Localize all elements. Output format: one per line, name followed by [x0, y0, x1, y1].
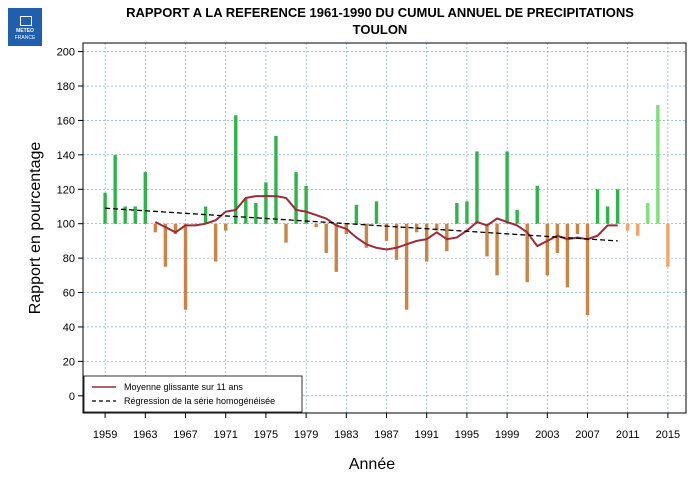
y-tick-label: 100	[57, 219, 75, 231]
bar-1962	[133, 206, 137, 224]
bar-2010	[615, 189, 620, 224]
bar-2007	[585, 223, 590, 315]
bar-1987	[384, 223, 389, 241]
bar-1970	[213, 223, 218, 262]
x-axis: 1959 1963 1967 1971 1975 1979 1983 1987 1991 1995…	[93, 413, 680, 441]
y-tick-label: 160	[57, 115, 75, 127]
bar-1993	[445, 223, 449, 252]
bar-2002	[535, 185, 539, 224]
y-tick-label: 0	[69, 391, 75, 403]
y-tick-label: 60	[63, 288, 75, 300]
gridlines	[83, 43, 686, 413]
bar-2013	[646, 203, 650, 224]
bar-2003	[545, 223, 550, 276]
bar-1982	[334, 223, 338, 272]
bar-1974	[254, 203, 258, 224]
bar-1985	[364, 223, 369, 248]
x-tick-label: 1987	[374, 429, 398, 441]
x-tick-label: 1979	[294, 429, 318, 441]
bar-1968	[193, 223, 198, 225]
regression-line	[105, 207, 618, 242]
bar-1978	[294, 172, 298, 224]
y-tick-label: 20	[63, 356, 75, 368]
trend-lines	[105, 195, 618, 251]
bar-1967	[183, 223, 188, 310]
x-tick-label: 2011	[616, 429, 640, 441]
bar-2000	[515, 209, 519, 224]
x-tick-label: 1995	[455, 429, 479, 441]
y-tick-label: 140	[57, 150, 75, 162]
x-axis-label: Année	[349, 456, 395, 473]
x-tick-label: 1959	[93, 429, 117, 441]
y-tick-label: 180	[57, 81, 75, 93]
bar-2009	[605, 206, 610, 224]
bar-2012	[636, 223, 640, 236]
bar-2006	[575, 223, 580, 235]
plot-frame	[82, 42, 687, 414]
bar-2005	[565, 223, 570, 288]
x-tick-label: 1967	[173, 429, 197, 441]
bar-1961	[123, 206, 127, 224]
y-tick-label: 120	[57, 184, 75, 196]
meteo-france-logo: METEO FRANCE	[8, 8, 42, 46]
x-tick-label: 2003	[535, 429, 559, 441]
legend-moving-average-label: Moyenne glissante sur 11 ans	[124, 382, 243, 392]
moving-average-line	[154, 195, 618, 251]
bar-1998	[495, 223, 499, 276]
bar-1984	[354, 204, 359, 224]
chart-subtitle: TOULON	[353, 22, 408, 37]
bar-2011	[626, 223, 630, 231]
legend: Moyenne glissante sur 11 ans Régression …	[83, 375, 303, 413]
bar-1988	[394, 223, 399, 260]
y-tick-label: 80	[63, 253, 75, 265]
bar-1989	[404, 223, 409, 310]
bar-1977	[284, 223, 288, 243]
bar-2008	[595, 189, 600, 224]
bar-1979	[304, 185, 308, 224]
bar-1960	[113, 154, 117, 224]
bar-1980	[314, 223, 318, 228]
bar-1965	[163, 223, 168, 267]
bar-1975	[264, 182, 268, 224]
bar-1999	[505, 151, 509, 224]
bar-2004	[555, 223, 560, 253]
bar-1991	[425, 223, 429, 262]
bar-1995	[465, 201, 469, 224]
x-tick-label: 1963	[133, 429, 157, 441]
y-tick-label: 200	[57, 47, 75, 59]
chart-title: RAPPORT A LA REFERENCE 1961-1990 DU CUMU…	[126, 5, 634, 20]
bar-1963	[143, 172, 148, 224]
x-tick-label: 1975	[254, 429, 278, 441]
bar-1981	[324, 223, 328, 253]
logo-line1: METEO	[16, 28, 34, 34]
x-tick-label: 1971	[213, 429, 237, 441]
logo-mark-icon	[20, 16, 32, 26]
y-axis-label: Rapport en pourcentage	[27, 142, 44, 315]
bar-1964	[153, 223, 158, 233]
bar-2001	[525, 223, 529, 283]
bar-1976	[274, 135, 278, 224]
bar-1973	[244, 197, 248, 224]
legend-box	[83, 375, 303, 413]
x-tick-label: 1999	[495, 429, 519, 441]
legend-regression-label: Régression de la série homogénéisée	[124, 396, 275, 406]
x-tick-label: 1983	[334, 429, 358, 441]
bar-1994	[455, 203, 459, 224]
x-tick-label: 2007	[575, 429, 599, 441]
bar-1992	[435, 223, 439, 231]
bar-2015	[666, 223, 670, 267]
bar-2014	[656, 104, 660, 224]
bar-1997	[485, 223, 489, 257]
bar-1971	[224, 223, 228, 231]
y-tick-label: 40	[63, 322, 75, 334]
x-tick-label: 2015	[656, 429, 680, 441]
x-tick-label: 1991	[414, 429, 438, 441]
bar-1996	[475, 151, 479, 224]
bar-1986	[374, 201, 379, 224]
logo-line2: FRANCE	[14, 35, 36, 41]
bar-1966	[173, 223, 178, 235]
y-axis: 0 20 40 60 80 100 120 140 160 180 200	[57, 47, 83, 403]
bar-1972	[234, 115, 238, 224]
